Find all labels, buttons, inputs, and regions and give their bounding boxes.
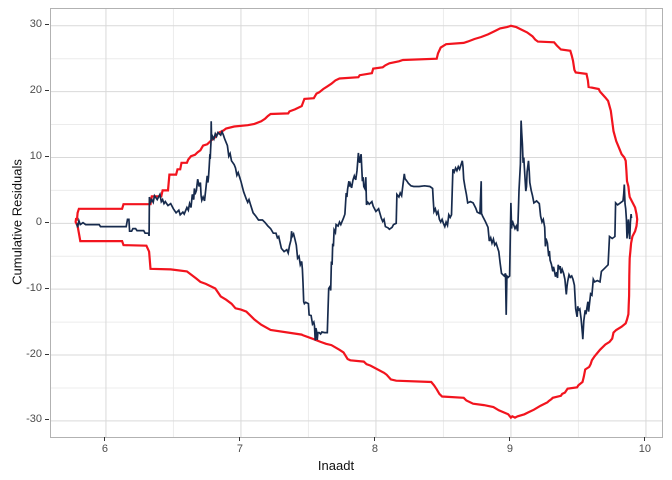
y-tick-label: -30 [26, 413, 42, 426]
y-tick-mark [45, 353, 49, 355]
y-tick-label: 20 [29, 84, 42, 97]
plot-panel [50, 8, 663, 438]
cumulative-residuals-path [76, 120, 633, 341]
y-tick-mark [45, 419, 49, 421]
x-tick-label: 6 [101, 443, 108, 455]
y-tick-label: -20 [26, 347, 42, 360]
x-tick-mark [644, 437, 646, 441]
y-tick-mark [45, 221, 49, 223]
x-tick-label: 8 [371, 443, 378, 455]
y-tick-mark [45, 90, 49, 92]
y-tick-label: 30 [29, 18, 42, 31]
y-tick-label: 0 [35, 215, 42, 228]
plot-area-svg [51, 9, 662, 437]
x-tick-mark [104, 437, 106, 441]
x-tick-label: 9 [506, 443, 513, 455]
y-tick-mark [45, 155, 49, 157]
x-tick-label: 10 [638, 443, 652, 455]
x-axis-title: Inaadt [317, 458, 355, 473]
y-tick-mark [45, 287, 49, 289]
y-tick-label: 10 [29, 149, 42, 162]
y-tick-mark [45, 24, 49, 26]
x-tick-mark [374, 437, 376, 441]
x-tick-label: 7 [236, 443, 243, 455]
x-tick-mark [509, 437, 511, 441]
x-tick-mark [239, 437, 241, 441]
y-tick-label: -10 [26, 281, 42, 294]
simulated-envelope-path [74, 24, 639, 420]
